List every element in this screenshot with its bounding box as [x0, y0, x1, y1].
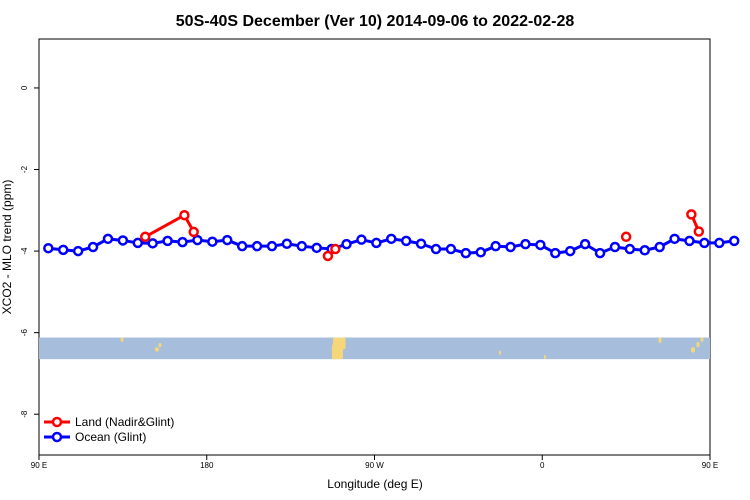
land-mass [658, 337, 662, 343]
land-mass [691, 347, 695, 353]
x-axis-label: Longitude (deg E) [327, 477, 422, 491]
legend: Land (Nadir&Glint) Ocean (Glint) [44, 415, 174, 444]
y-axis-ticks: 0 -2 -4 -6 -8 [20, 85, 39, 418]
data-point-ocean [535, 239, 546, 251]
data-point-ocean [371, 237, 382, 249]
land-mass [332, 344, 338, 360]
data-point-ocean [445, 243, 457, 255]
y-axis-label: XCO2 - MLO trend (ppm) [0, 180, 14, 315]
data-point-ocean [72, 245, 84, 257]
series-layer [43, 209, 740, 262]
y-tick-label: 0 [20, 85, 29, 90]
data-point-ocean [684, 235, 695, 247]
legend-marker-ocean [51, 431, 63, 443]
data-point-land [693, 226, 705, 237]
data-point-land [620, 231, 632, 243]
data-point-ocean [117, 235, 129, 246]
data-point-ocean [207, 236, 218, 247]
data-point-ocean [579, 238, 591, 250]
data-point-ocean [624, 243, 636, 255]
data-point-ocean [356, 234, 367, 245]
land-mass [499, 350, 501, 355]
data-point-ocean [281, 238, 293, 249]
x-tick-label: 90 E [702, 461, 718, 470]
data-point-ocean [669, 233, 680, 245]
land-mass [340, 337, 346, 350]
data-point-ocean [222, 234, 233, 246]
y-tick-label: -2 [20, 165, 29, 173]
data-point-ocean [236, 240, 248, 252]
x-tick-label: 180 [200, 461, 214, 470]
data-point-ocean [520, 238, 531, 250]
data-point-ocean [162, 235, 173, 247]
x-axis-ticks: 90 E 180 90 W 0 90 E [31, 455, 718, 470]
y-tick-label: -8 [20, 410, 29, 418]
legend-label-land: Land (Nadir&Glint) [75, 415, 174, 429]
data-point-ocean [251, 240, 263, 252]
chart-title: 50S-40S December (Ver 10) 2014-09-06 to … [176, 13, 575, 30]
data-point-ocean [132, 237, 144, 249]
data-point-ocean [475, 247, 486, 258]
data-point-ocean [490, 240, 501, 252]
data-point-ocean [57, 244, 69, 256]
data-point-ocean [714, 237, 725, 249]
data-point-ocean [177, 236, 188, 248]
x-tick-label: 0 [540, 461, 545, 470]
data-point-ocean [430, 243, 442, 255]
data-point-ocean [296, 240, 308, 252]
data-point-land [322, 250, 334, 262]
series-land [139, 209, 705, 262]
data-point-ocean [311, 242, 322, 254]
land-mass [700, 337, 704, 342]
y-tick-label: -6 [20, 329, 29, 337]
data-point-ocean [147, 238, 158, 249]
data-point-ocean [192, 234, 203, 246]
data-point-ocean [43, 242, 54, 254]
data-point-ocean [550, 247, 561, 259]
data-point-ocean [460, 247, 472, 259]
land-mass [544, 354, 546, 360]
map-strip [39, 337, 710, 360]
data-point-ocean [400, 235, 412, 247]
data-point-ocean [639, 245, 651, 256]
data-point-land [179, 209, 190, 221]
data-point-ocean [415, 238, 427, 249]
data-point-ocean [609, 241, 621, 253]
data-point-ocean [699, 237, 710, 249]
data-point-ocean [341, 238, 352, 250]
data-point-ocean [594, 247, 606, 259]
data-point-land [686, 209, 697, 220]
data-point-ocean [386, 233, 397, 245]
map-ocean [39, 337, 710, 360]
data-point-ocean [266, 240, 278, 252]
legend-label-ocean: Ocean (Glint) [75, 430, 146, 444]
land-mass [696, 341, 700, 348]
x-tick-label: 90 E [31, 461, 47, 470]
land-mass [155, 347, 159, 352]
data-point-land [188, 226, 199, 238]
x-tick-label: 90 W [365, 461, 384, 470]
y-tick-label: -4 [20, 247, 29, 255]
series-ocean [43, 233, 740, 259]
land-mass [158, 342, 162, 348]
data-point-ocean [505, 241, 516, 253]
data-point-ocean [87, 241, 99, 253]
map-land [120, 337, 704, 360]
data-point-land [139, 231, 151, 243]
data-point-land [330, 243, 341, 255]
legend-marker-land [51, 416, 63, 428]
data-point-ocean [654, 241, 665, 253]
data-point-ocean [102, 233, 114, 245]
data-point-ocean [728, 235, 740, 247]
data-point-ocean [564, 245, 576, 257]
land-mass [120, 337, 124, 342]
